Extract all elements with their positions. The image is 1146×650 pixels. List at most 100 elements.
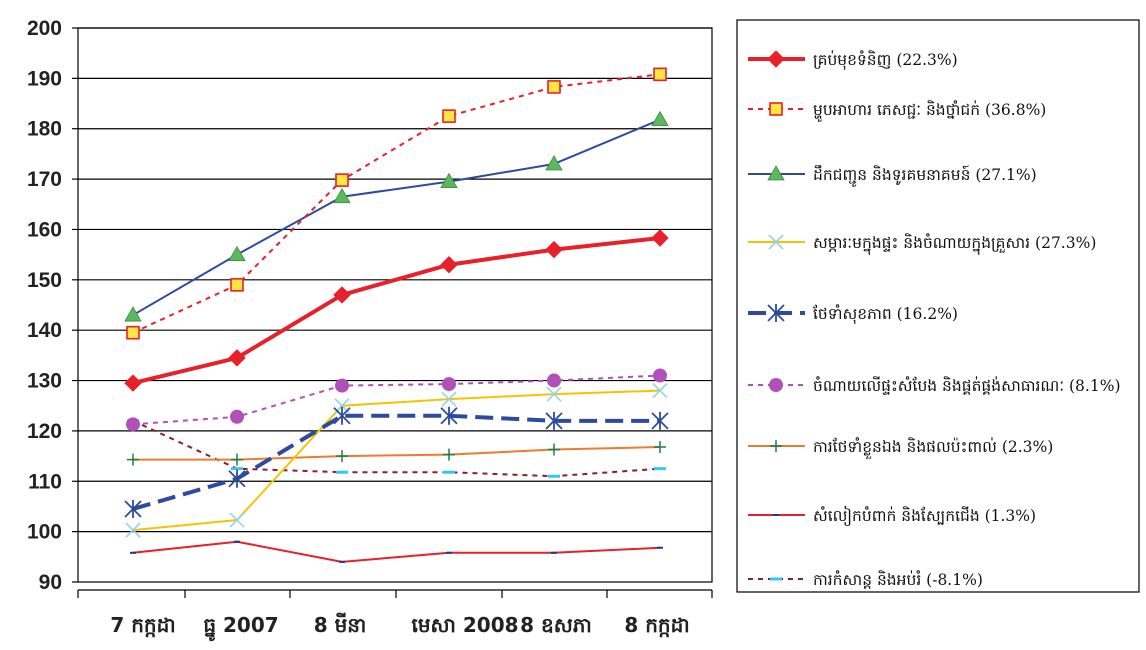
- y-tick-label: 160: [27, 218, 62, 241]
- marker-x: [546, 386, 562, 402]
- marker-diamond: [440, 256, 458, 274]
- y-tick-label: 180: [27, 118, 62, 141]
- marker-circle: [769, 378, 783, 392]
- y-tick-label: 200: [27, 17, 62, 40]
- y-tick-label: 150: [27, 269, 62, 292]
- legend-item: សម្ភារៈមក្នុងផ្ទះ និងចំណាយក្នុងគ្រួសារ (…: [748, 233, 1096, 255]
- y-tick-label: 140: [27, 319, 62, 342]
- marker-plus: [443, 448, 455, 461]
- marker-star: [333, 406, 351, 425]
- marker-plus: [231, 453, 243, 466]
- y-tick-label: 190: [27, 67, 62, 90]
- legend-label: សម្ភារៈមក្នុងផ្ទះ និងចំណាយក្នុងគ្រួសារ (…: [813, 233, 1096, 255]
- marker-square: [547, 80, 561, 94]
- marker-star: [767, 304, 785, 322]
- series-5: [126, 368, 667, 432]
- marker-x-stroke: [652, 383, 668, 399]
- legend-item: ចំណាយលើផ្ទះសំបែង និងផ្គត់ផ្គង់សាធារណៈ (8…: [748, 376, 1121, 395]
- marker-star: [124, 499, 142, 518]
- x-tick-label: 8 ឧសភា: [520, 613, 592, 637]
- legend-item: ការថែទាំខ្លួនឯង និងផលប៉ះពាល់ (2.3%): [748, 437, 1053, 459]
- marker-x-stroke: [229, 512, 245, 528]
- marker-diamond: [228, 349, 246, 367]
- marker-square: [769, 102, 783, 116]
- marker-x-stroke: [441, 391, 457, 407]
- marker-square: [442, 109, 456, 123]
- marker-circle: [442, 377, 456, 392]
- marker-circle: [653, 368, 667, 383]
- series-0: [124, 229, 669, 392]
- plot-frame: [77, 27, 713, 583]
- x-tick-label: មេសា 2008: [411, 613, 518, 637]
- marker-diamond: [767, 50, 785, 68]
- series-3: [125, 383, 668, 538]
- marker-square: [230, 278, 244, 292]
- marker-diamond: [545, 240, 563, 259]
- marker-square: [653, 67, 667, 82]
- marker-triangle: [124, 306, 142, 322]
- marker-x: [652, 383, 668, 399]
- series-line: [132, 413, 660, 511]
- legend-item: គ្រប់មុខទំនិញ (22.3%): [748, 50, 958, 70]
- marker-x: [441, 391, 457, 407]
- y-tick-label: 100: [27, 521, 62, 544]
- legend-label: ដឹកជញ្ជូន និងទូរគមនាគមន៍ (27.1%): [813, 164, 1037, 187]
- x-tick-label: 8 កក្កដា: [624, 613, 689, 638]
- x-tick-label: ធ្នូ 2007: [203, 613, 278, 642]
- series-line: [132, 419, 661, 478]
- marker-circle: [335, 378, 349, 393]
- x-tick-label: 7 កក្កដា: [110, 613, 175, 638]
- marker-diamond: [333, 286, 351, 304]
- y-tick-label: 170: [27, 168, 62, 191]
- marker-star: [440, 406, 458, 425]
- legend-label: ការថែទាំខ្លួនឯង និងផលប៉ះពាល់ (2.3%): [813, 437, 1053, 459]
- marker-triangle: [440, 172, 458, 189]
- legend-label: ម្ហូបអាហារ ភេសជ្ជៈ និងថ្នាំជក់ (36.8%): [813, 100, 1046, 122]
- legend-label: ចំណាយលើផ្ទះសំបែង និងផ្គត់ផ្គង់សាធារណៈ (8…: [813, 376, 1121, 395]
- marker-plus: [548, 443, 560, 456]
- marker-circle: [126, 417, 140, 432]
- legend: គ្រប់មុខទំនិញ (22.3%) ម្ហូបអាហារ ភេសជ្ជៈ …: [736, 19, 1140, 593]
- y-tick-label: 130: [27, 370, 62, 393]
- marker-x: [229, 512, 245, 528]
- marker-x: [125, 522, 141, 538]
- marker-triangle: [228, 245, 246, 262]
- series-2: [124, 110, 669, 322]
- marker-x-stroke: [546, 386, 562, 402]
- marker-triangle: [767, 165, 785, 181]
- marker-star: [651, 411, 669, 430]
- legend-frame: [736, 19, 1140, 593]
- marker-plus: [336, 450, 348, 463]
- marker-x: [768, 234, 784, 250]
- legend-item: សំលៀកបំពាក់ និងស្បែកជើង (1.3%): [748, 505, 1036, 526]
- series-lines: [124, 67, 669, 563]
- series-line: [132, 389, 661, 532]
- series-line: [133, 446, 661, 461]
- marker-diamond: [651, 229, 669, 247]
- legend-item: ម្ហូបអាហារ ភេសជ្ជៈ និងថ្នាំជក់ (36.8%): [748, 100, 1046, 122]
- marker-square: [335, 173, 349, 187]
- marker-plus: [127, 453, 139, 466]
- marker-triangle: [651, 110, 669, 127]
- legend-item: ការកំសាន្ត និងអប់រំ (-8.1%): [748, 570, 983, 589]
- series-line: [132, 540, 661, 563]
- series-line: [132, 236, 661, 386]
- y-tick-labels: 90 100 110 120 130 140 150 160 170 180 190 200: [27, 17, 62, 594]
- x-tick-labels: 7 កក្កដា ធ្នូ 2007 8 មីនា មេសា 2008 8 ឧសភា 8 …: [110, 612, 689, 642]
- legend-label: ការកំសាន្ត និងអប់រំ (-8.1%): [813, 570, 983, 589]
- legend-item: ដឹកជញ្ជូន និងទូរគមនាគមន៍ (27.1%): [748, 164, 1037, 187]
- series-7: [130, 540, 663, 563]
- y-tick-label: 120: [27, 420, 62, 443]
- marker-plus: [770, 440, 782, 452]
- marker-circle: [547, 373, 561, 388]
- marker-diamond: [124, 374, 142, 392]
- marker-triangle: [545, 155, 563, 171]
- marker-star: [228, 469, 246, 488]
- series-6: [127, 441, 666, 466]
- y-tick-label: 90: [39, 571, 62, 594]
- legend-label: ថែទាំសុខភាព (16.2%): [813, 304, 958, 324]
- legend-label: គ្រប់មុខទំនិញ (22.3%): [813, 50, 958, 70]
- y-tick-label: 110: [28, 470, 62, 493]
